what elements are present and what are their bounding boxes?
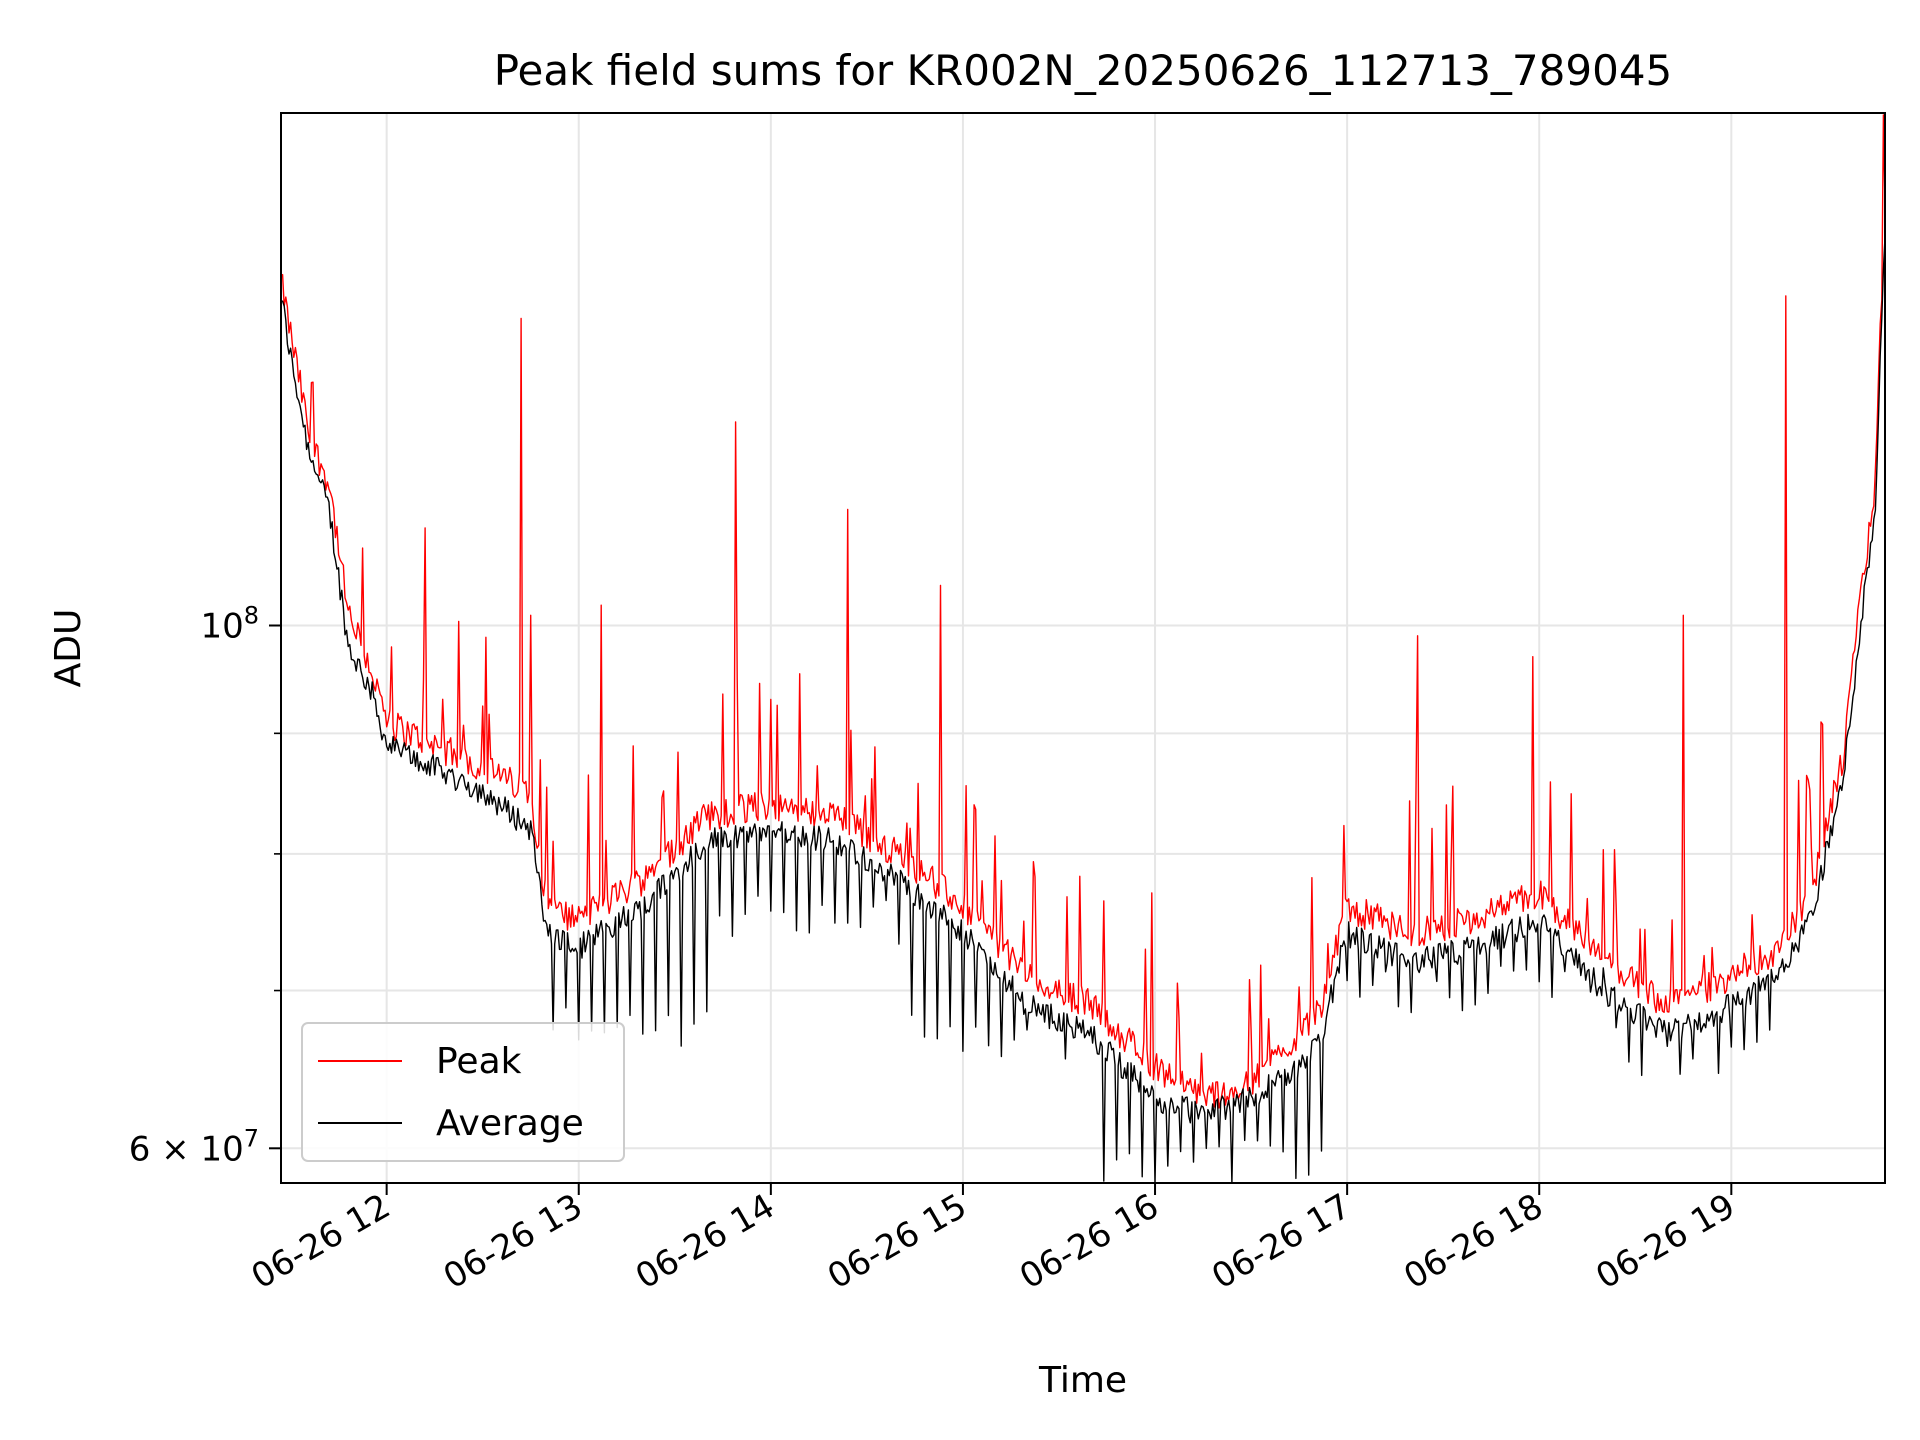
y-axis-label: ADU: [48, 609, 89, 688]
y-tick-label: 6 × 107: [129, 1124, 259, 1169]
series-layer: [281, 114, 1885, 1183]
grid: [281, 113, 1885, 1183]
legend-label-peak: Peak: [436, 1041, 522, 1082]
plot-frame: [280, 112, 1886, 1184]
legend-label-average: Average: [436, 1103, 584, 1144]
y-tick-label: 108: [200, 602, 259, 647]
chart-title: Peak field sums for KR002N_20250626_1127…: [494, 46, 1673, 95]
series-peak-line: [281, 114, 1885, 1109]
series-average-line: [281, 236, 1885, 1183]
legend: Peak Average: [301, 1022, 625, 1162]
y-axis: 108 6 × 107: [129, 602, 281, 1169]
x-axis-label: Time: [1038, 1360, 1127, 1401]
legend-box: [301, 1022, 625, 1162]
